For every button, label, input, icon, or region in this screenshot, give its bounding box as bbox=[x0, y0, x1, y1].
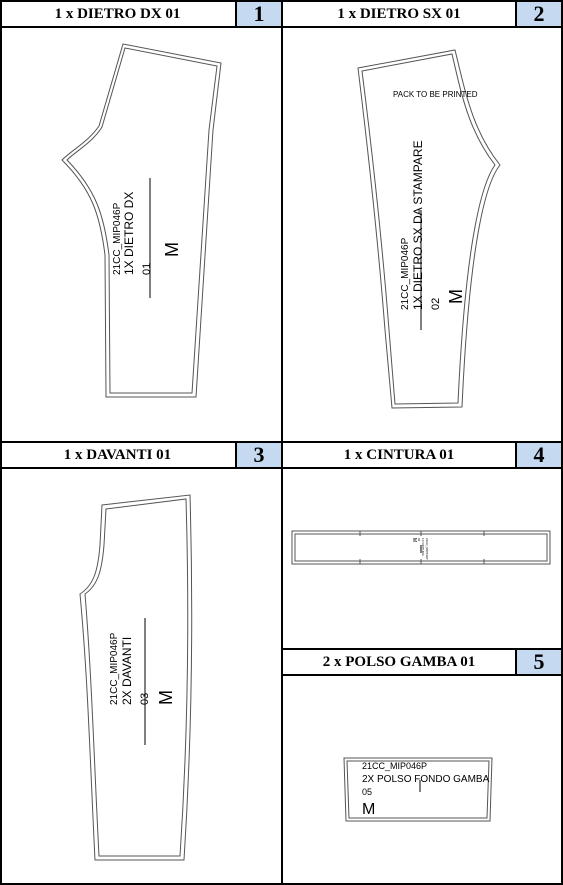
row-divider bbox=[0, 441, 563, 443]
panel-1-piece-label: 21CC_MIP046P 1X DIETRO DX 01 M bbox=[112, 192, 182, 275]
pattern-piece-dietro-dx bbox=[61, 43, 222, 398]
piece-number: 04 bbox=[417, 538, 421, 542]
piece-size: M bbox=[411, 538, 417, 542]
panel-1-title: 1 x DIETRO DX 01 bbox=[54, 5, 181, 22]
panel-2-note: PACK TO BE PRINTED bbox=[393, 90, 478, 99]
piece-number: 02 bbox=[430, 298, 442, 310]
row-divider bbox=[282, 674, 563, 676]
piece-name: 1X DIETRO DX bbox=[122, 192, 136, 275]
row-divider bbox=[282, 648, 563, 650]
piece-code: 21CC_MIP046P bbox=[425, 538, 429, 560]
panel-4-title: 1 x CINTURA 01 bbox=[343, 446, 455, 463]
piece-code: 21CC_MIP046P bbox=[400, 237, 411, 310]
piece-code: 21CC_MIP046P bbox=[109, 632, 120, 705]
panel-1-number: 1 bbox=[235, 1, 281, 26]
piece-size: M bbox=[156, 690, 176, 705]
piece-code: 21CC_MIP046P bbox=[362, 761, 427, 771]
piece-name: 2X POLSO FONDO GAMBA bbox=[362, 774, 490, 785]
panel-2-title: 1 x DIETRO SX 01 bbox=[337, 5, 461, 22]
panel-2-piece-label: 21CC_MIP046P 1X DIETRO SX DA STAMPARE 02… bbox=[400, 140, 466, 310]
panel-5-piece-label: 21CC_MIP046P 2X POLSO FONDO GAMBA 05 M bbox=[362, 761, 490, 818]
pattern-piece-cintura bbox=[291, 530, 551, 565]
pattern-piece-davanti bbox=[79, 494, 193, 861]
row-divider bbox=[0, 467, 563, 469]
piece-number: 01 bbox=[141, 263, 153, 275]
piece-size: M bbox=[362, 801, 375, 818]
panel-4-number: 4 bbox=[515, 442, 561, 467]
panel-5-number: 5 bbox=[515, 649, 561, 674]
pattern-piece-dietro-sx bbox=[357, 49, 501, 409]
piece-number: 03 bbox=[139, 693, 151, 705]
piece-name: 1X CINTURA bbox=[421, 538, 425, 556]
panel-3-number: 3 bbox=[235, 442, 281, 467]
pattern-piece-polso-gamba bbox=[343, 757, 493, 822]
piece-code: 21CC_MIP046P bbox=[112, 202, 123, 275]
panel-3-title: 1 x DAVANTI 01 bbox=[63, 446, 172, 463]
piece-name: 2X DAVANTI bbox=[120, 637, 134, 705]
piece-number: 05 bbox=[362, 787, 372, 797]
panel-4-piece-label: 21CC_MIP046P 1X CINTURA 04 M bbox=[411, 538, 429, 560]
piece-name: 1X DIETRO SX DA STAMPARE bbox=[411, 140, 425, 310]
panel-3-piece-label: 21CC_MIP046P 2X DAVANTI 03 M bbox=[109, 632, 176, 705]
row-divider bbox=[0, 26, 563, 28]
piece-size: M bbox=[162, 242, 182, 257]
piece-size: M bbox=[446, 289, 466, 304]
panel-2-number: 2 bbox=[515, 1, 561, 26]
panel-5-title: 2 x POLSO GAMBA 01 bbox=[322, 653, 476, 670]
